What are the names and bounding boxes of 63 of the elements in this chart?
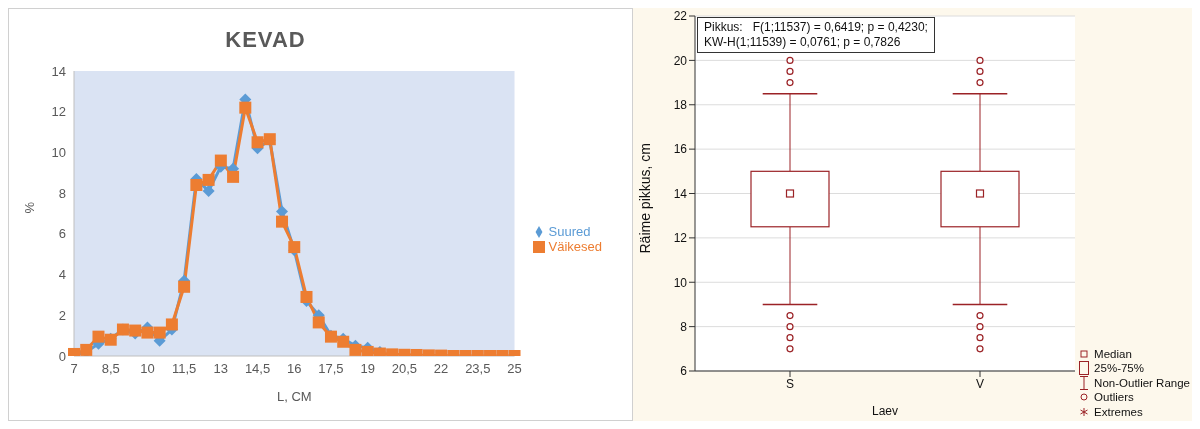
point [202,173,215,186]
y-tick-label: 14 [51,63,66,79]
point [349,343,362,356]
y-tick-label: 0 [58,348,66,364]
point [92,330,105,343]
x-axis-title: Laev [871,404,899,418]
x-tick-label: 25 [507,361,522,377]
y-tick-label: 4 [58,267,66,283]
x-tick-label: 22 [433,361,449,377]
x-tick-label: 13 [213,361,229,377]
point [300,290,313,303]
y-axis-title: Räime pikkus, cm [636,143,653,254]
point [178,280,191,293]
y-tick-label: 10 [673,275,688,290]
point [251,136,264,149]
y-tick-label: 18 [673,98,688,113]
x-tick-label: 16 [287,361,302,377]
y-tick-label: 6 [680,364,688,379]
x-tick-label: 14,5 [244,361,271,377]
x-axis-title: L, CM [276,389,312,404]
annotation: KW-H(1;11539) = 0,0761; p = 0,7826 [704,35,902,50]
x-tick-label: V [975,376,985,391]
y-tick-label: 8 [680,319,688,334]
y-tick-label: 12 [673,231,688,246]
legend-label: Väikesed [548,238,602,254]
point [361,345,374,356]
x-tick-label: 20,5 [391,361,418,377]
x-tick-label: S [785,376,795,391]
point [312,316,325,329]
annotation: Pikkus: F(1;11537) = 0,6419; p = 0,4230; [704,20,928,35]
x-tick-label: 7 [70,361,78,377]
text: Median [1094,346,1132,361]
x-tick-label: 19 [360,361,375,377]
x-tick-label: 10 [140,361,155,377]
point [190,179,203,191]
y-tick-label: 6 [58,226,66,242]
y-tick-label: 2 [58,307,66,323]
y-tick-label: 16 [673,142,688,157]
x-tick-label: 8,5 [101,361,120,377]
point [239,101,252,114]
point [276,215,289,228]
point [141,326,154,339]
text: Non-Outlier Range [1094,375,1190,390]
legend-label: Suured [548,223,591,239]
text: 25%-75% [1094,361,1144,376]
text: Extremes [1094,404,1143,419]
point [214,154,227,167]
x-tick-label: 17,5 [318,361,344,377]
x-tick-label: 23,5 [465,361,491,377]
point [165,318,178,331]
x-tick-label: 11,5 [171,361,197,377]
y-tick-label: 8 [58,185,66,201]
y-tick-label: 12 [51,104,66,120]
point [153,326,166,339]
y-tick-label: 14 [673,186,688,201]
y-tick-label: 22 [673,9,688,24]
chart-title: KEVAD [224,27,307,54]
y-tick-label: 20 [673,53,688,68]
point [227,170,240,183]
y-tick-label: 10 [51,145,66,161]
point [202,185,215,198]
y-axis-title: % [21,201,37,214]
text: Outliers [1094,390,1134,405]
